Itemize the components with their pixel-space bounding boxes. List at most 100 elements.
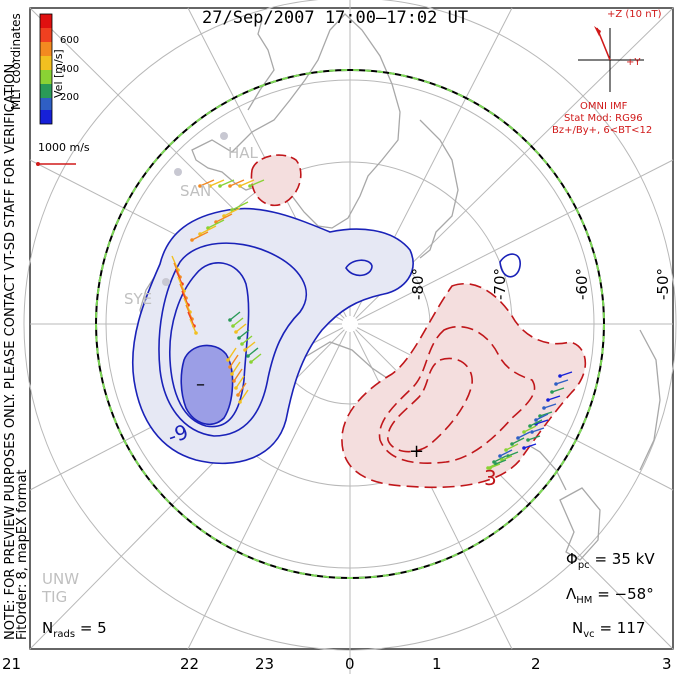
velocity-vector (179, 283, 187, 299)
velocity-vector-origin (198, 184, 202, 188)
velocity-vector-origin (554, 382, 558, 386)
velocity-vector (187, 311, 195, 327)
positive-cell-small (250, 154, 302, 207)
colorbar-tick-400: 400 (60, 64, 80, 75)
velocity-vector (523, 443, 537, 449)
velocity-vector (229, 179, 245, 187)
mlt-tick-3: 3 (662, 655, 672, 673)
velocity-vector (559, 371, 573, 377)
velocity-vector-origin (528, 424, 532, 428)
preview-note: NOTE: FOR PREVIEW PURPOSES ONLY. PLEASE … (3, 60, 18, 640)
velocity-vector (543, 403, 557, 409)
velocity-vector-origin (488, 466, 492, 470)
velocity-vector-origin (226, 358, 230, 362)
velocity-vector-origin (208, 184, 212, 188)
velocity-vector-origin (228, 365, 232, 369)
velocity-vector-origin (248, 184, 252, 188)
velocity-vector (235, 375, 245, 389)
velocity-vector (535, 413, 549, 421)
velocity-vector (189, 318, 197, 334)
phi-pc-sub: pc (577, 560, 590, 571)
velocity-vector-origin (230, 372, 234, 376)
velocity-vector (555, 379, 569, 385)
velocity-vector (239, 389, 249, 403)
velocity-vector-origin (240, 342, 244, 346)
scale-vector-dot (36, 162, 40, 166)
lat-label-60: -60° (573, 268, 591, 300)
station-marker-sye (162, 278, 170, 286)
contour-label-pos: 3 (484, 466, 497, 490)
n-rads-sub: rads (53, 629, 76, 640)
velocity-vector-origin (234, 386, 238, 390)
velocity-vector (241, 335, 253, 345)
station-marker-hal (220, 132, 228, 140)
velocity-vector (529, 419, 543, 427)
velocity-vector (493, 455, 507, 463)
n-vc-sub: vc (583, 629, 595, 640)
velocity-vector (227, 347, 237, 361)
velocity-vector-origin (516, 436, 520, 440)
mlt-tick-2: 2 (531, 655, 541, 673)
n-vc-stat: Nvc = 117 (572, 621, 645, 640)
velocity-vector-origin (237, 336, 241, 340)
mlt-tick-0: 0 (345, 655, 355, 673)
station-marker-san (174, 168, 182, 176)
imf-z-label: +Z (10 nT) (607, 9, 662, 20)
plot-frame (29, 7, 674, 650)
n-rads-stat: Nrads = 5 (42, 621, 107, 640)
velocity-vector-origin (558, 374, 562, 378)
velocity-vector-origin (534, 418, 538, 422)
stat-model: Stat Mod: RG96 (564, 113, 643, 124)
velocity-vector-origin (238, 184, 242, 188)
lat-label-50: -50° (654, 268, 672, 300)
velocity-vector (531, 427, 545, 433)
velocity-vector-origin (190, 238, 194, 242)
potential-min-marker: – (196, 374, 205, 395)
hm-boundary-green (95, 69, 605, 579)
velocity-vector-origin (228, 318, 232, 322)
velocity-vector (199, 225, 217, 235)
n-rads-value: = 5 (79, 619, 107, 637)
velocity-vector (219, 179, 235, 187)
velocity-vector (199, 179, 215, 187)
velocity-vector-origin (249, 360, 253, 364)
map-title: 27/Sep/2007 17:00–17:02 UT (202, 8, 469, 28)
velocity-vector (223, 207, 241, 217)
velocity-vector-origin (218, 184, 222, 188)
velocity-vector-origin (504, 448, 508, 452)
velocity-vector-origin (232, 379, 236, 383)
potential-max-marker: + (409, 441, 425, 462)
velocity-vector (250, 353, 262, 363)
velocity-vector-origin (546, 398, 550, 402)
velocity-vector (517, 431, 531, 439)
velocity-vector (215, 213, 233, 223)
colorbar-tick-200: 200 (60, 92, 80, 103)
velocity-vector (233, 368, 243, 382)
colorbar-tick-600: 600 (60, 35, 80, 46)
velocity-vector-origin (526, 438, 530, 442)
scale-vector-label: 1000 m/s (38, 141, 90, 154)
station-hal: HAL (228, 144, 258, 162)
station-markers (162, 132, 228, 286)
velocity-vector-origin (236, 393, 240, 397)
station-tig: TIG (42, 588, 68, 606)
pole-marker (342, 316, 358, 332)
velocity-vector (235, 323, 247, 333)
phi-pc-stat: Φpc = 35 kV (566, 552, 655, 571)
lat-label-70: -70° (491, 268, 509, 300)
velocity-vector (499, 449, 513, 457)
velocity-vector (209, 179, 225, 187)
velocity-vector (232, 317, 244, 327)
velocity-vector (247, 347, 259, 357)
fit-order-note: FitOrder: 8, mapEX format (15, 469, 30, 640)
imf-source: OMNI IMF (580, 101, 628, 112)
velocity-vector (551, 387, 565, 393)
velocity-vector (175, 269, 183, 285)
velocity-vector (231, 361, 241, 375)
velocity-vector (181, 290, 189, 306)
velocity-vector (249, 179, 265, 187)
colorbar (39, 13, 53, 125)
velocity-vector (244, 341, 256, 351)
velocity-vector (535, 419, 549, 425)
velocity-vector-origin (550, 390, 554, 394)
